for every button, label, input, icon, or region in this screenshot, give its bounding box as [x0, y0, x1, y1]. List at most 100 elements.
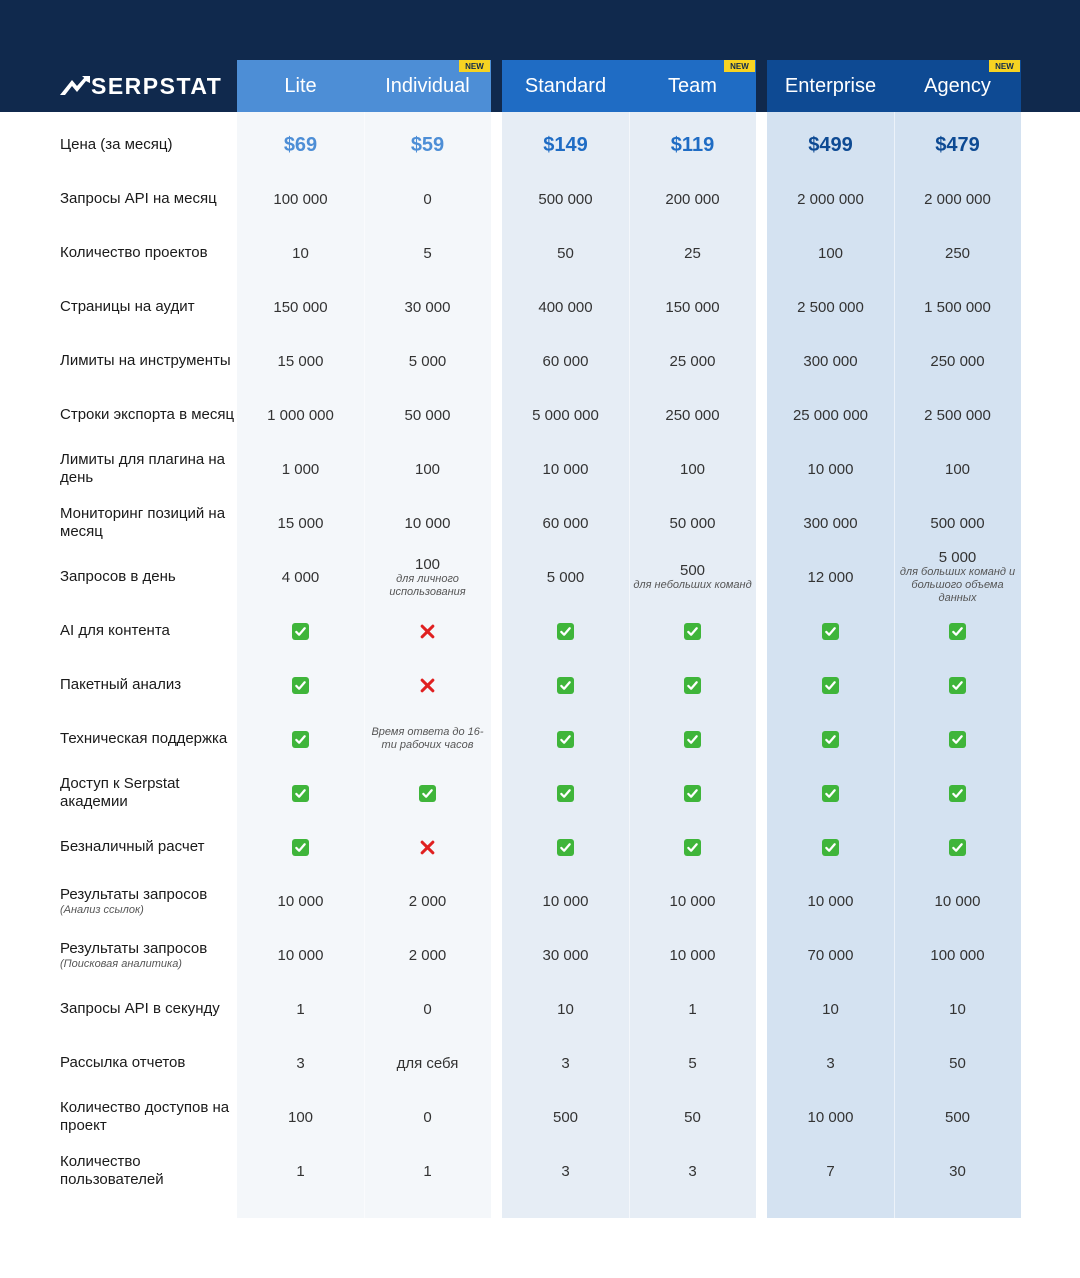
plan-price: $149 [543, 133, 588, 156]
row-label: Запросы API на месяц [60, 172, 236, 226]
table-cell: 150 000 [629, 280, 756, 334]
cell-value: 10 000 [277, 946, 324, 964]
table-cell: 10 000 [502, 874, 629, 928]
table-cell: 1 500 000 [894, 280, 1021, 334]
cell-value: 1 [296, 1000, 305, 1018]
cell-value: 25 [684, 244, 701, 262]
table-cell [629, 712, 756, 766]
check-icon [557, 676, 574, 694]
table-cell: 5 [629, 1036, 756, 1090]
cell-value: 3 [296, 1054, 305, 1072]
table-cell: 10 000 [894, 874, 1021, 928]
table-cell [237, 820, 364, 874]
table-cell: 5 000 [364, 334, 491, 388]
plan-name: Individual [385, 74, 470, 97]
table-cell: 1 [364, 1144, 491, 1198]
cell-value: 10 000 [807, 892, 854, 910]
row-label-text: Количество проектов [60, 244, 208, 261]
table-cell: 50 [894, 1036, 1021, 1090]
table-cell: 0 [364, 982, 491, 1036]
table-cell: 3 [629, 1144, 756, 1198]
table-cell: 10 000 [767, 874, 894, 928]
cell-value: 10 [292, 244, 309, 262]
cell-value: 1 000 000 [267, 406, 334, 424]
row-label-text: Запросы API на месяц [60, 190, 217, 207]
table-cell: 15 000 [237, 496, 364, 550]
cell-value: 60 000 [542, 352, 589, 370]
table-cell: 10 000 [629, 874, 756, 928]
row-label-text: Рассылка отчетов [60, 1054, 186, 1071]
table-cell [894, 604, 1021, 658]
table-cell: 300 000 [767, 496, 894, 550]
table-cell: 3 [237, 1036, 364, 1090]
check-icon [822, 784, 839, 802]
table-cell: 5 000 [502, 550, 629, 604]
cell-value: 30 000 [542, 946, 589, 964]
table-cell: 100 [364, 442, 491, 496]
cell-value: 500 [679, 562, 706, 579]
check-icon [949, 730, 966, 748]
table-cell [237, 766, 364, 820]
cell-value: 10 [822, 1000, 839, 1018]
table-cell: 10 000 [767, 442, 894, 496]
table-cell: 60 000 [502, 334, 629, 388]
table-cell: 1 000 [237, 442, 364, 496]
table-cell [629, 658, 756, 712]
row-label: Рассылка отчетов [60, 1036, 236, 1090]
table-cell [237, 658, 364, 712]
table-cell: для себя [364, 1036, 491, 1090]
column-bg-enterprise [767, 112, 894, 1218]
table-cell: Время ответа до 16-ти рабочих часов [364, 712, 491, 766]
table-cell: 30 [894, 1144, 1021, 1198]
cell-value: 0 [423, 190, 432, 208]
table-cell [502, 820, 629, 874]
table-cell: 100 [237, 1090, 364, 1144]
cell-note: для личного использования [389, 572, 466, 598]
cell-value: 100 [944, 460, 971, 478]
check-icon [292, 622, 309, 640]
table-cell: 50 [629, 1090, 756, 1144]
cell-value: 500 000 [930, 514, 985, 532]
row-label: Количество проектов [60, 226, 236, 280]
new-badge: NEW [989, 60, 1020, 72]
table-cell [237, 712, 364, 766]
table-cell: 3 [502, 1144, 629, 1198]
plan-name: Agency [924, 74, 991, 97]
table-cell: 2 000 000 [894, 172, 1021, 226]
check-icon [822, 676, 839, 694]
table-cell [364, 766, 491, 820]
row-label: Страницы на аудит [60, 280, 236, 334]
cell-value: 0 [423, 1108, 432, 1126]
cell-value: 10 000 [669, 892, 716, 910]
table-cell: 30 000 [502, 928, 629, 982]
table-cell: 12 000 [767, 550, 894, 604]
row-label-text: Количество доступов на проект [60, 1099, 230, 1134]
table-cell [502, 712, 629, 766]
cell-value: 150 000 [273, 298, 328, 316]
row-label-text: Лимиты для плагина на день [60, 451, 226, 486]
serpstat-logo-icon [60, 76, 90, 95]
cell-value: 100 [414, 555, 441, 573]
column-bg-standard [502, 112, 629, 1218]
cell-value: 3 [561, 1054, 570, 1072]
row-label: Количество доступов на проект [60, 1090, 236, 1144]
table-cell [502, 604, 629, 658]
row-label: Результаты запросов (Анализ ссылок) [60, 874, 236, 928]
cell-note: для небольших команд [633, 579, 752, 591]
check-icon [949, 676, 966, 694]
cell-value: 10 000 [669, 946, 716, 964]
cell-value: 60 000 [542, 514, 589, 532]
row-label: Доступ к Serpstat академии [60, 766, 236, 820]
table-cell: 50 000 [629, 496, 756, 550]
cell-value: 10 [949, 1000, 966, 1018]
table-cell [237, 604, 364, 658]
check-icon [557, 622, 574, 640]
check-icon [684, 838, 701, 856]
cell-value: 5 000 [546, 568, 585, 586]
cell-value: 7 [826, 1162, 835, 1180]
row-label: Пакетный анализ [60, 658, 236, 712]
row-label: Лимиты для плагина на день [60, 442, 236, 496]
cell-value: 5 000 [938, 549, 977, 566]
cell-value: 2 000 000 [797, 190, 864, 208]
cell-value: 1 [688, 1000, 697, 1018]
